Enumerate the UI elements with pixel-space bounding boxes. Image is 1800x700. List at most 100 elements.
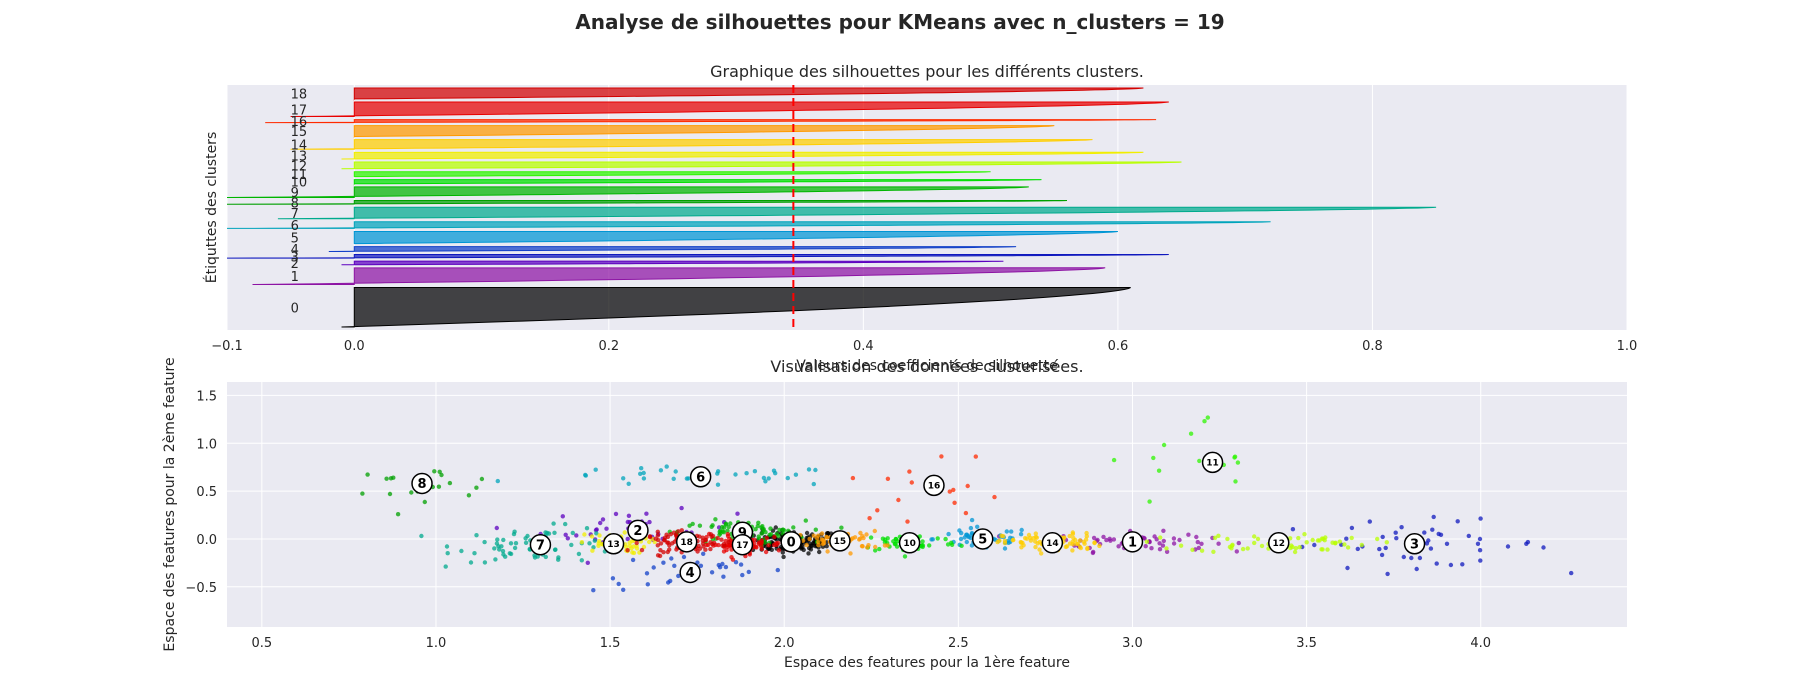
silhouette-cluster-label: 5 bbox=[291, 232, 299, 247]
scatter-point bbox=[1234, 549, 1240, 554]
scatter-point bbox=[1083, 537, 1089, 542]
scatter-point bbox=[1018, 532, 1024, 537]
scatter-point bbox=[1026, 532, 1032, 538]
scatter-point bbox=[717, 529, 722, 534]
scatter-point bbox=[735, 511, 740, 516]
scatter-point bbox=[627, 540, 632, 545]
scatter-point bbox=[592, 538, 597, 543]
scatter-point bbox=[740, 572, 745, 578]
scatter-point bbox=[1116, 544, 1121, 549]
scatter-point bbox=[512, 545, 518, 551]
scatter-point bbox=[1428, 546, 1434, 551]
scatter-point bbox=[1380, 534, 1385, 540]
silhouette-band-cluster-18 bbox=[353, 87, 1144, 101]
scatter-point bbox=[1158, 535, 1163, 540]
scatter-point bbox=[698, 563, 704, 568]
scatter-point bbox=[1252, 534, 1257, 539]
silhouette-cluster-label: 2 bbox=[291, 257, 299, 272]
scatter-point bbox=[1290, 527, 1296, 532]
scatter-point bbox=[583, 472, 588, 478]
scatter-point bbox=[969, 517, 975, 523]
cluster-center-label: 3 bbox=[1410, 537, 1419, 552]
scatter-point bbox=[1160, 543, 1166, 548]
scatter-point bbox=[1037, 547, 1042, 552]
scatter-point bbox=[709, 524, 714, 529]
scatter-point bbox=[597, 538, 602, 544]
scatter-point bbox=[1478, 516, 1483, 521]
scatter-point bbox=[666, 580, 671, 585]
scatter-point bbox=[673, 469, 678, 474]
scatter-point bbox=[1477, 536, 1483, 542]
scatter-point bbox=[715, 471, 720, 476]
scatter-point bbox=[929, 537, 934, 542]
scatter-point bbox=[725, 528, 730, 533]
scatter-point bbox=[1104, 537, 1109, 543]
scatter-point bbox=[1216, 541, 1221, 546]
scatter-point bbox=[532, 553, 537, 558]
scatter-point bbox=[1349, 525, 1355, 531]
scatter-point bbox=[1195, 539, 1201, 545]
scatter-point bbox=[1333, 541, 1338, 546]
scatter-point bbox=[1033, 544, 1038, 550]
scatter-point bbox=[703, 547, 708, 552]
scatter-point bbox=[807, 545, 812, 551]
scatter-point bbox=[859, 543, 865, 549]
scatter-point bbox=[621, 476, 626, 481]
cluster-center-marker bbox=[602, 532, 625, 555]
silhouette-band-cluster-11 bbox=[353, 171, 991, 178]
scatter-point bbox=[952, 500, 957, 505]
scatter-point bbox=[719, 537, 724, 542]
scatter-point bbox=[791, 525, 796, 530]
scatter-x-tick-label: 3.5 bbox=[1296, 636, 1317, 651]
scatter-point bbox=[1157, 541, 1162, 546]
scatter-point bbox=[591, 545, 596, 550]
scatter-point bbox=[729, 555, 734, 560]
silhouette-band-cluster-15 bbox=[353, 125, 1055, 139]
scatter-point bbox=[814, 536, 820, 541]
scatter-point bbox=[756, 520, 761, 525]
scatter-point bbox=[1233, 479, 1238, 484]
scatter-point bbox=[1002, 546, 1008, 551]
scatter-point bbox=[686, 476, 691, 481]
scatter-point bbox=[551, 521, 556, 526]
scatter-point bbox=[556, 557, 561, 562]
scatter-point bbox=[1070, 548, 1075, 553]
scatter-point bbox=[755, 523, 760, 529]
scatter-point bbox=[1344, 536, 1349, 541]
silhouette-band-cluster-4 bbox=[328, 246, 1017, 252]
scatter-point bbox=[384, 476, 389, 481]
scatter-point bbox=[644, 571, 650, 576]
scatter-point bbox=[687, 523, 692, 528]
scatter-point bbox=[679, 505, 684, 511]
cluster-center-marker bbox=[529, 533, 552, 556]
scatter-point bbox=[766, 476, 771, 481]
cluster-center-marker bbox=[1121, 531, 1144, 553]
scatter-point bbox=[865, 545, 870, 550]
scatter-point bbox=[1229, 543, 1235, 548]
scatter-point bbox=[1359, 542, 1365, 548]
scatter-point bbox=[819, 531, 825, 536]
scatter-point bbox=[1202, 419, 1207, 424]
scatter-point bbox=[1071, 535, 1076, 541]
scatter-point bbox=[1157, 547, 1163, 552]
scatter-point bbox=[365, 472, 370, 477]
silhouette-band-cluster-7 bbox=[277, 206, 1437, 220]
scatter-point bbox=[1569, 570, 1574, 576]
scatter-point bbox=[523, 540, 529, 545]
scatter-point bbox=[896, 497, 901, 503]
scatter-point bbox=[597, 533, 602, 538]
scatter-point bbox=[1252, 540, 1257, 546]
scatter-point bbox=[766, 546, 771, 552]
scatter-point bbox=[1144, 539, 1150, 544]
scatter-point bbox=[1385, 571, 1390, 577]
scatter-point bbox=[777, 527, 782, 533]
scatter-point bbox=[645, 582, 650, 587]
scatter-point bbox=[813, 527, 818, 532]
scatter-point bbox=[422, 499, 427, 505]
scatter-point bbox=[662, 538, 667, 543]
scatter-point bbox=[1393, 530, 1398, 535]
scatter-point bbox=[773, 525, 778, 530]
scatter-point bbox=[1211, 549, 1216, 554]
scatter-point bbox=[713, 517, 718, 522]
scatter-point bbox=[1067, 541, 1073, 546]
